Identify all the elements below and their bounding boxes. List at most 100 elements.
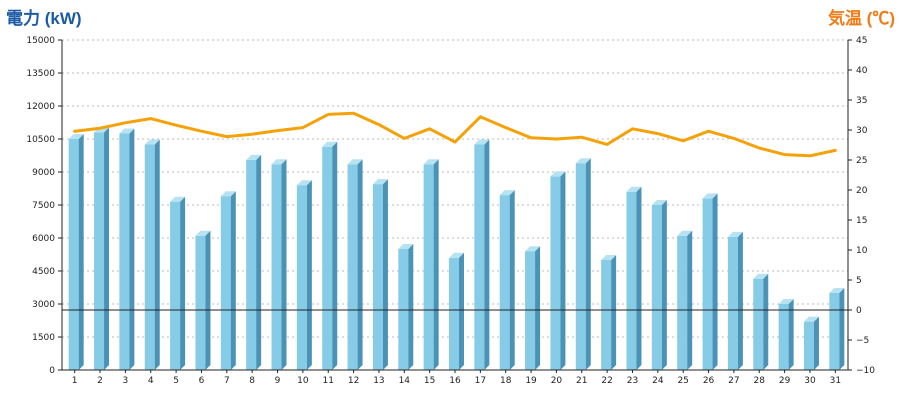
bar-front xyxy=(525,251,536,370)
bar-front xyxy=(702,198,713,370)
bar xyxy=(220,191,236,370)
bar-top xyxy=(626,186,642,192)
right-tick-label: 0 xyxy=(856,306,862,316)
bar xyxy=(803,316,819,370)
bar-side xyxy=(687,230,693,370)
bar-top xyxy=(68,134,84,139)
bar-side xyxy=(585,158,591,370)
bar xyxy=(398,244,414,370)
bar xyxy=(753,273,769,370)
x-tick-label: 4 xyxy=(148,376,154,386)
right-tick-label: −5 xyxy=(856,336,869,346)
left-tick-label: 9000 xyxy=(32,168,55,178)
bar xyxy=(94,127,110,371)
bar-side xyxy=(357,159,363,370)
x-tick-label: 21 xyxy=(576,376,587,386)
bar-top xyxy=(398,244,414,249)
bar-side xyxy=(230,191,236,370)
bar-side xyxy=(611,255,617,370)
bar-side xyxy=(839,288,845,370)
bar xyxy=(322,141,338,370)
bar-top xyxy=(702,193,718,199)
bar-front xyxy=(829,293,840,370)
x-tick-label: 5 xyxy=(173,376,179,386)
bar-top xyxy=(753,273,769,279)
left-tick-label: 1500 xyxy=(32,333,55,343)
x-tick-label: 22 xyxy=(601,376,612,386)
bar xyxy=(474,139,490,370)
bar-top xyxy=(195,230,211,236)
left-tick-label: 6000 xyxy=(32,234,55,244)
x-tick-label: 8 xyxy=(249,376,255,386)
bar-front xyxy=(753,278,764,370)
bar-side xyxy=(661,200,667,370)
bar-front xyxy=(677,235,688,370)
bar-front xyxy=(246,159,257,370)
bar-side xyxy=(535,246,541,370)
x-tick-label: 26 xyxy=(703,376,715,386)
bar-front xyxy=(195,235,206,370)
bar-top xyxy=(119,128,135,134)
x-tick-label: 20 xyxy=(551,376,563,386)
bar-side xyxy=(636,186,642,370)
left-tick-label: 4500 xyxy=(32,267,55,277)
x-tick-label: 2 xyxy=(97,376,103,386)
bar-top xyxy=(449,252,464,258)
bar-side xyxy=(484,139,490,370)
label-layer: 0 1500 3000 4500 6000 7500 9000 10500 12000 13500… xyxy=(26,36,875,386)
x-tick-label: 18 xyxy=(500,376,512,386)
bar-side xyxy=(306,180,312,370)
x-tick-label: 9 xyxy=(275,376,281,386)
bar xyxy=(778,299,794,370)
bar xyxy=(626,186,642,370)
bar xyxy=(119,128,135,370)
right-tick-label: 25 xyxy=(856,156,867,166)
bar xyxy=(702,193,718,370)
bar-top xyxy=(525,246,541,252)
bar xyxy=(271,159,287,370)
bar-side xyxy=(813,316,819,370)
x-tick-label: 12 xyxy=(348,376,359,386)
x-tick-label: 27 xyxy=(728,376,739,386)
right-tick-label: −10 xyxy=(856,366,875,376)
bar-front xyxy=(601,260,612,370)
bar-top xyxy=(296,180,312,186)
x-tick-label: 15 xyxy=(424,376,435,386)
bar-front xyxy=(322,146,333,370)
bar-side xyxy=(712,193,718,370)
bar-top xyxy=(372,179,388,185)
bar xyxy=(372,179,388,370)
bar xyxy=(195,230,211,370)
left-tick-label: 7500 xyxy=(32,201,55,211)
bar xyxy=(575,158,591,370)
bar-front xyxy=(296,185,307,370)
bar xyxy=(170,196,186,370)
bar-top xyxy=(423,159,439,165)
left-axis-title: 電力 (kW) xyxy=(6,8,82,28)
bar-side xyxy=(78,134,84,370)
bar-front xyxy=(803,321,814,370)
bar-side xyxy=(509,190,515,370)
bar-front xyxy=(474,144,485,370)
bar-top xyxy=(322,141,338,147)
x-tick-label: 19 xyxy=(525,376,537,386)
bar-front xyxy=(170,201,181,370)
temperature-line xyxy=(73,111,837,158)
bar-side xyxy=(154,139,160,370)
bar-side xyxy=(560,171,566,370)
bar-top xyxy=(246,154,262,160)
right-tick-label: 30 xyxy=(856,126,868,136)
bar-side xyxy=(256,154,262,370)
x-tick-label: 23 xyxy=(627,376,638,386)
temperature-series xyxy=(73,111,837,158)
x-tick-label: 25 xyxy=(677,376,688,386)
bar-front xyxy=(449,257,459,370)
bar-front xyxy=(144,144,155,370)
left-tick-label: 12000 xyxy=(26,102,55,112)
bar-side xyxy=(332,141,338,370)
x-tick-label: 24 xyxy=(652,376,664,386)
bar-side xyxy=(788,299,794,370)
left-tick-label: 0 xyxy=(49,366,55,376)
